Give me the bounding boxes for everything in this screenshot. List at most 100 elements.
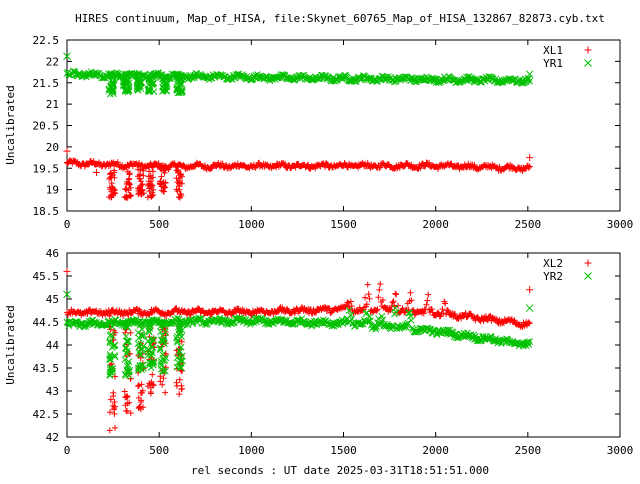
data-point — [106, 371, 114, 379]
data-point — [305, 161, 312, 168]
data-point — [439, 306, 446, 313]
data-point — [150, 382, 157, 389]
data-point — [174, 323, 182, 331]
panel-bottom: 0 500 1000 1500 2000 2500 3000 42 42.5 43 43.5 44 44… — [4, 247, 633, 457]
data-point — [149, 73, 157, 81]
data-point — [134, 82, 141, 89]
data-point — [177, 80, 185, 87]
data-point — [135, 383, 142, 390]
y-axis-label: Uncalibrated — [4, 305, 17, 384]
data-point — [392, 308, 400, 316]
data-point — [144, 383, 151, 390]
data-point — [150, 168, 157, 175]
data-point — [298, 304, 305, 311]
data-point — [407, 289, 414, 296]
data-point — [208, 311, 215, 318]
data-point — [127, 192, 134, 199]
data-point — [281, 160, 288, 167]
data-point — [157, 178, 164, 185]
data-point — [471, 162, 478, 169]
data-point — [112, 190, 119, 197]
x-tick-label: 2000 — [422, 444, 449, 457]
y-tick-label: 20.5 — [33, 120, 60, 133]
data-point — [135, 334, 143, 342]
data-point — [135, 344, 143, 351]
data-point — [157, 322, 164, 330]
data-point — [150, 88, 158, 95]
data-point — [112, 424, 119, 431]
data-point — [63, 290, 71, 299]
data-point — [358, 320, 365, 327]
y-tick-label: 20 — [46, 141, 59, 154]
x-tick-label: 1500 — [330, 444, 357, 457]
data-point — [163, 87, 171, 95]
data-point — [162, 179, 169, 186]
data-point — [215, 159, 222, 166]
chart-title: HIRES continuum, Map_of_HISA, file:Skyne… — [75, 12, 605, 25]
data-point — [112, 373, 119, 380]
data-point — [345, 299, 352, 306]
legend-label: XL2 — [543, 257, 563, 270]
data-point — [292, 164, 299, 171]
legend-label: XL1 — [543, 44, 563, 57]
data-point — [144, 337, 152, 345]
data-point — [149, 182, 156, 189]
x-tick-label: 500 — [149, 444, 169, 457]
data-point — [146, 333, 153, 340]
data-point — [428, 306, 435, 313]
data-point — [156, 344, 164, 352]
data-point — [124, 400, 131, 407]
data-point — [111, 353, 119, 361]
data-point — [106, 339, 114, 347]
data-point — [175, 193, 182, 200]
data-point — [526, 154, 534, 162]
data-point — [176, 391, 183, 398]
data-point — [123, 394, 130, 401]
data-point — [148, 352, 155, 359]
data-point — [240, 315, 248, 323]
data-point — [233, 309, 240, 316]
data-point — [148, 309, 155, 316]
data-point — [345, 307, 353, 314]
data-point — [421, 163, 428, 170]
data-point — [377, 281, 384, 288]
data-point — [178, 87, 186, 95]
data-point — [158, 332, 166, 339]
data-point — [493, 316, 500, 323]
data-point — [186, 312, 193, 319]
data-point — [511, 317, 518, 324]
data-point — [120, 312, 127, 319]
data-point — [111, 189, 118, 196]
data-point — [376, 286, 383, 293]
data-point — [391, 304, 399, 312]
data-point — [160, 375, 167, 382]
data-point — [525, 304, 534, 313]
data-point — [63, 52, 71, 61]
data-point — [63, 147, 71, 155]
data-point — [176, 194, 183, 201]
y-tick-label: 21.5 — [33, 77, 60, 90]
data-point — [175, 73, 182, 80]
data-point — [294, 74, 301, 82]
data-point — [313, 309, 320, 316]
data-point — [110, 389, 117, 396]
data-point — [140, 190, 147, 197]
data-point — [177, 171, 184, 178]
series-YR2 — [63, 290, 534, 379]
data-point — [425, 291, 432, 298]
data-point — [426, 159, 433, 166]
data-point — [108, 174, 115, 181]
data-point — [127, 410, 134, 417]
data-point — [519, 340, 526, 348]
data-point — [127, 310, 134, 317]
data-point — [173, 314, 181, 322]
data-point — [63, 267, 71, 275]
data-point — [176, 347, 183, 355]
data-point — [123, 392, 130, 399]
data-point — [149, 164, 156, 171]
data-point — [122, 74, 130, 81]
legend-label: YR1 — [543, 57, 563, 70]
data-point — [85, 161, 92, 168]
y-tick-label: 45 — [46, 293, 59, 306]
